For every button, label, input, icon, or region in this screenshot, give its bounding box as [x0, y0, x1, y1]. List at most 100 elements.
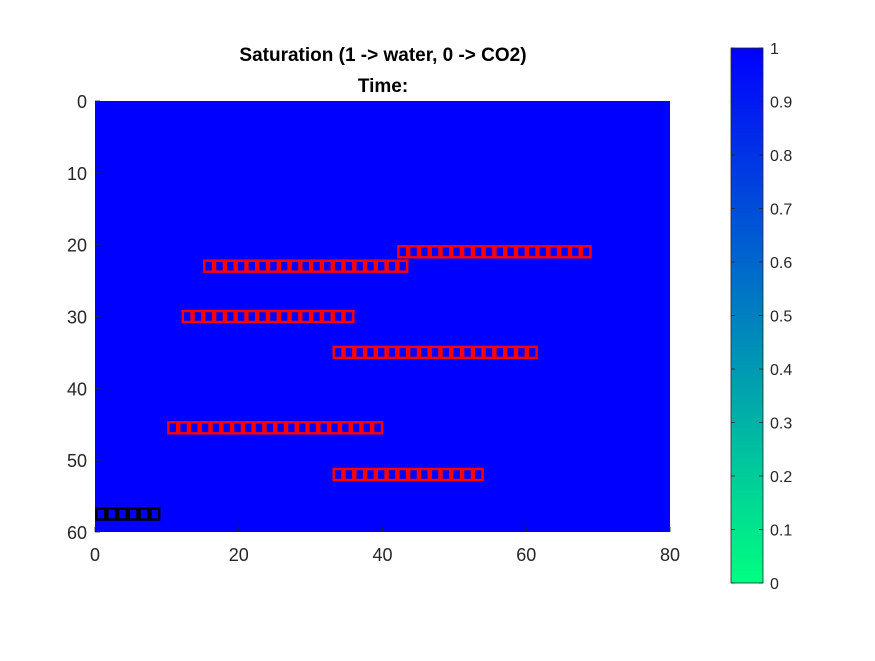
well-marker [397, 245, 409, 259]
wells-layer [95, 245, 592, 521]
well-marker [461, 467, 474, 482]
x-tick-label: 80 [660, 545, 680, 565]
well-marker [300, 259, 312, 273]
well-marker [278, 309, 290, 324]
well-group [332, 467, 484, 482]
well-marker [483, 345, 495, 360]
well-marker [106, 507, 118, 521]
well-marker [213, 309, 226, 324]
well-marker [343, 345, 355, 360]
well-marker [375, 259, 387, 273]
well-marker [343, 467, 355, 482]
well-marker [192, 309, 204, 324]
well-marker [397, 467, 409, 482]
well-marker [321, 259, 333, 273]
well-marker [418, 345, 430, 360]
well-marker [181, 309, 193, 324]
well-marker [221, 421, 233, 435]
well-marker [494, 245, 506, 259]
well-marker [548, 245, 560, 259]
well-marker [408, 245, 420, 259]
well-marker [321, 309, 333, 324]
well-marker [494, 345, 506, 360]
well-marker [149, 507, 161, 521]
well-marker [440, 245, 452, 259]
well-marker [210, 421, 222, 435]
well-marker [429, 345, 441, 360]
colorbar-tick-label: 0.6 [770, 255, 792, 272]
well-marker [505, 345, 517, 360]
colorbar-tick-label: 0.9 [770, 95, 792, 112]
well-marker [177, 421, 190, 435]
well-marker [307, 421, 319, 435]
y-tick-label: 50 [67, 451, 87, 471]
well-marker [386, 345, 398, 360]
well-marker [253, 421, 265, 435]
well-marker [461, 245, 474, 259]
x-tick-label: 0 [90, 545, 100, 565]
well-marker [267, 259, 280, 273]
well-marker [224, 309, 236, 324]
well-marker [451, 345, 463, 360]
y-axis: 0 10 20 30 40 50 60 [67, 92, 100, 543]
well-group [203, 259, 409, 273]
well-marker [429, 467, 441, 482]
colorbar-tick-label: 0.3 [770, 416, 792, 433]
well-group [181, 309, 355, 324]
well-marker [505, 245, 517, 259]
well-group [95, 507, 161, 521]
well-marker [246, 309, 258, 324]
well-marker [408, 467, 420, 482]
well-marker [127, 507, 139, 521]
well-marker [285, 421, 298, 435]
well-marker [257, 259, 269, 273]
well-marker [289, 259, 301, 273]
well-marker [515, 345, 528, 360]
well-marker [275, 421, 287, 435]
well-marker [332, 467, 344, 482]
well-marker [318, 421, 330, 435]
well-marker [361, 421, 373, 435]
well-marker [375, 467, 387, 482]
y-tick-label: 10 [67, 164, 87, 184]
y-tick-label: 40 [67, 379, 87, 399]
well-marker [199, 421, 211, 435]
well-marker [203, 259, 215, 273]
well-marker [267, 309, 280, 324]
well-marker [231, 421, 244, 435]
well-marker [354, 467, 366, 482]
y-tick-label: 0 [77, 92, 87, 112]
well-group [167, 421, 384, 435]
well-marker [328, 421, 341, 435]
well-marker [257, 309, 269, 324]
colorbar [730, 47, 764, 584]
well-marker [440, 345, 452, 360]
chart-subtitle: Time: [358, 76, 408, 97]
well-marker [278, 259, 290, 273]
well-marker [289, 309, 301, 324]
well-marker [364, 345, 377, 360]
y-tick-label: 30 [67, 308, 87, 328]
colorbar-tick-label: 1 [770, 41, 779, 58]
well-marker [332, 309, 344, 324]
well-marker [354, 345, 366, 360]
saturation-field [95, 101, 670, 532]
well-marker [472, 245, 484, 259]
well-marker [364, 259, 377, 273]
well-marker [569, 245, 581, 259]
well-marker [375, 345, 387, 360]
well-marker [296, 421, 308, 435]
colorbar-tick-label: 0.4 [770, 362, 792, 379]
colorbar-tick-label: 0 [770, 576, 779, 593]
well-marker [418, 467, 430, 482]
well-marker [472, 345, 484, 360]
well-marker [418, 245, 430, 259]
colorbar-tick-label: 0.5 [770, 309, 792, 326]
x-tick-label: 40 [372, 545, 392, 565]
well-marker [451, 245, 463, 259]
well-marker [451, 467, 463, 482]
well-marker [461, 345, 474, 360]
well-group [397, 245, 592, 259]
